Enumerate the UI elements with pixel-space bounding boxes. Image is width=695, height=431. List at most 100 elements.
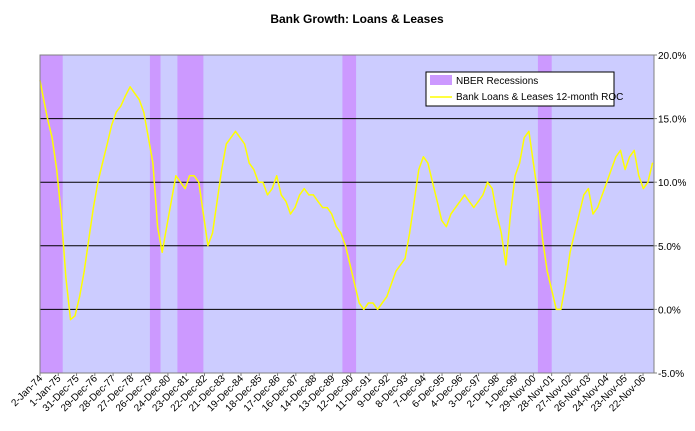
recession-band-3 [177, 55, 204, 373]
data-point [509, 213, 512, 215]
data-point [546, 270, 548, 272]
data-point [578, 213, 580, 215]
y-tick-label-4: 0.0% [658, 305, 681, 316]
data-point [344, 245, 347, 247]
data-point [216, 200, 218, 202]
legend: NBER Recessions Bank Loans & Leases 12-m… [425, 71, 623, 107]
data-point [83, 270, 85, 272]
data-point [413, 200, 415, 202]
data-point [322, 207, 324, 209]
data-point [60, 213, 62, 215]
data-point [134, 92, 136, 94]
data-point [386, 296, 388, 298]
data-point [326, 207, 328, 209]
data-point [358, 302, 360, 304]
y-axis: 20.0% 15.0% 10.0% 5.0% 0.0% -5.0% [654, 51, 686, 380]
data-point [74, 315, 76, 317]
data-point [555, 308, 557, 310]
recession-band-2 [149, 55, 161, 373]
data-point [473, 207, 475, 209]
data-point [221, 168, 223, 171]
data-point [42, 95, 44, 97]
data-point [381, 302, 383, 304]
data-point [175, 175, 177, 177]
data-point [179, 181, 182, 183]
data-point [92, 207, 94, 209]
data-point [633, 149, 635, 151]
data-point [528, 130, 530, 132]
data-point [308, 194, 310, 196]
data-point [111, 124, 113, 126]
data-point [143, 111, 145, 113]
data-point [651, 162, 654, 164]
data-point [418, 168, 420, 171]
data-point [280, 194, 282, 196]
data-point [294, 207, 296, 209]
data-point [491, 188, 493, 190]
data-point [610, 168, 612, 171]
data-point [532, 162, 535, 164]
data-point [601, 194, 603, 196]
data-point [564, 283, 567, 285]
data-point [587, 188, 590, 190]
data-point [331, 213, 333, 215]
legend-label-series: Bank Loans & Leases 12-month ROC [456, 92, 623, 103]
data-point [542, 238, 544, 240]
legend-box [425, 71, 615, 107]
data-point [583, 194, 585, 196]
data-point [431, 181, 434, 183]
data-point [496, 213, 498, 215]
data-point [629, 156, 631, 158]
data-point [129, 86, 131, 88]
data-point [88, 238, 90, 240]
data-point [299, 194, 301, 196]
data-point [537, 194, 539, 196]
data-point [340, 232, 342, 234]
data-point [390, 283, 392, 285]
data-point [450, 213, 452, 215]
data-point [276, 175, 278, 177]
data-point [230, 137, 232, 139]
data-point [262, 181, 264, 183]
data-point [239, 137, 241, 139]
data-point [120, 105, 122, 107]
data-point [271, 188, 273, 190]
data-point [253, 168, 255, 171]
data-point [597, 207, 599, 209]
data-point [234, 130, 237, 132]
y-tick-label-1: 15.0% [658, 115, 686, 126]
series-layer [39, 79, 654, 321]
data-point [289, 213, 292, 215]
data-point [312, 194, 314, 196]
data-point [56, 168, 58, 171]
data-point [184, 188, 186, 190]
data-point [560, 308, 562, 310]
legend-swatch-recessions [430, 75, 452, 85]
data-point [647, 181, 649, 183]
data-point [79, 296, 81, 298]
data-point [225, 143, 227, 145]
data-point [404, 257, 406, 260]
data-point [395, 270, 397, 272]
chart-title: Bank Growth: Loans & Leases [270, 12, 444, 26]
data-point [606, 181, 608, 183]
gridlines [40, 118, 654, 310]
data-point [46, 118, 49, 120]
x-axis: 2-Jan-741-Jan-7531-Dec-7529-Dec-7628-Dec… [9, 373, 648, 414]
data-point [372, 302, 374, 304]
data-point [638, 175, 640, 177]
data-point [459, 200, 461, 202]
y-tick-label-2: 10.0% [658, 178, 686, 189]
data-point [436, 200, 438, 202]
data-point [147, 137, 149, 139]
data-point [624, 168, 626, 171]
data-point [157, 226, 159, 228]
recession-band-4 [342, 55, 357, 373]
data-point [285, 200, 287, 202]
data-point [399, 264, 402, 266]
data-point [166, 226, 168, 228]
data-point [445, 226, 447, 228]
data-point [124, 95, 127, 97]
data-point [551, 289, 553, 291]
data-point [317, 200, 319, 202]
